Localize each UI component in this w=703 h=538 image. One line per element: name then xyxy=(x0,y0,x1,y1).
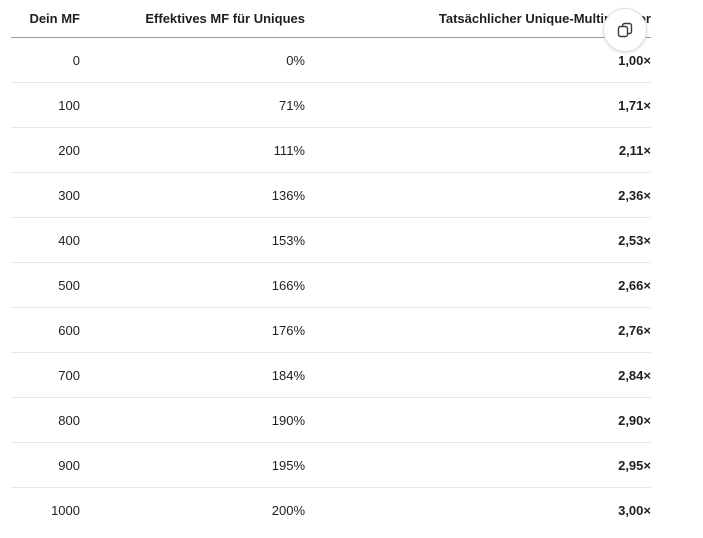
cell-effective-mf: 195% xyxy=(80,442,305,488)
cell-effective-mf: 200% xyxy=(271,502,305,518)
table-row: 600 176% 2,76× xyxy=(11,307,651,353)
cell-mf: 500 xyxy=(11,262,80,308)
cell-effective-mf: 184% xyxy=(80,352,305,398)
table-header-row: Dein MF Effektives MF für Uniques Tatsäc… xyxy=(11,0,651,38)
cell-effective-mf: 153% xyxy=(80,217,305,263)
column-header-multiplier: Tatsächlicher Unique-Multiplikator xyxy=(305,0,651,38)
table-row: 800 190% 2,90× xyxy=(11,397,651,443)
table-row: 100 71% 1,71× xyxy=(11,82,651,128)
mf-table: Dein MF Effektives MF für Uniques Tatsäc… xyxy=(11,0,651,532)
cell-mf: 400 xyxy=(11,217,80,263)
cell-mf: 0 xyxy=(11,37,80,83)
cell-multiplier: 2,66× xyxy=(305,262,651,308)
cell-multiplier: 2,53× xyxy=(305,217,651,263)
cell-effective-mf: 0% xyxy=(80,37,305,83)
table-row: 1000 200% 3,00× xyxy=(11,488,651,533)
table-row: 300 136% 2,36× xyxy=(11,172,651,218)
cell-mf: 800 xyxy=(11,397,80,443)
table-row: 900 195% 2,95× xyxy=(11,442,651,488)
cell-effective-mf: 111% xyxy=(80,127,305,173)
cell-effective-mf: 190% xyxy=(80,397,305,443)
cell-multiplier: 1,71× xyxy=(305,82,651,128)
cell-effective-mf: 176% xyxy=(80,307,305,353)
column-header-mf: Dein MF xyxy=(11,0,80,38)
copy-icon xyxy=(617,22,633,38)
column-header-effective-mf: Effektives MF für Uniques xyxy=(80,0,305,38)
cell-multiplier: 1,00× xyxy=(305,37,651,83)
cell-multiplier: 2,95× xyxy=(305,442,651,488)
cell-effective-mf: 166% xyxy=(80,262,305,308)
cell-mf: 100 xyxy=(11,82,80,128)
table-row: 200 111% 2,11× xyxy=(11,127,651,173)
table-row: 500 166% 2,66× xyxy=(11,262,651,308)
cell-multiplier: 2,36× xyxy=(305,172,651,218)
cell-mf: 700 xyxy=(11,352,80,398)
cell-mf: 200 xyxy=(11,127,80,173)
cell-effective-mf: 71% xyxy=(80,82,305,128)
cell-effective-mf: 136% xyxy=(80,172,305,218)
cell-mf: 300 xyxy=(11,172,80,218)
cell-mf: 600 xyxy=(11,307,80,353)
table-row: 400 153% 2,53× xyxy=(11,217,651,263)
cell-multiplier: 2,90× xyxy=(305,397,651,443)
copy-table-button[interactable] xyxy=(603,8,647,52)
cell-multiplier: 2,11× xyxy=(305,127,651,173)
cell-multiplier: 3,00× xyxy=(618,502,651,518)
cell-mf: 900 xyxy=(11,442,80,488)
table-row: 0 0% 1,00× xyxy=(11,37,651,83)
cell-multiplier: 2,76× xyxy=(305,307,651,353)
cell-mf: 1000 xyxy=(51,502,80,518)
table-row: 700 184% 2,84× xyxy=(11,352,651,398)
cell-multiplier: 2,84× xyxy=(305,352,651,398)
